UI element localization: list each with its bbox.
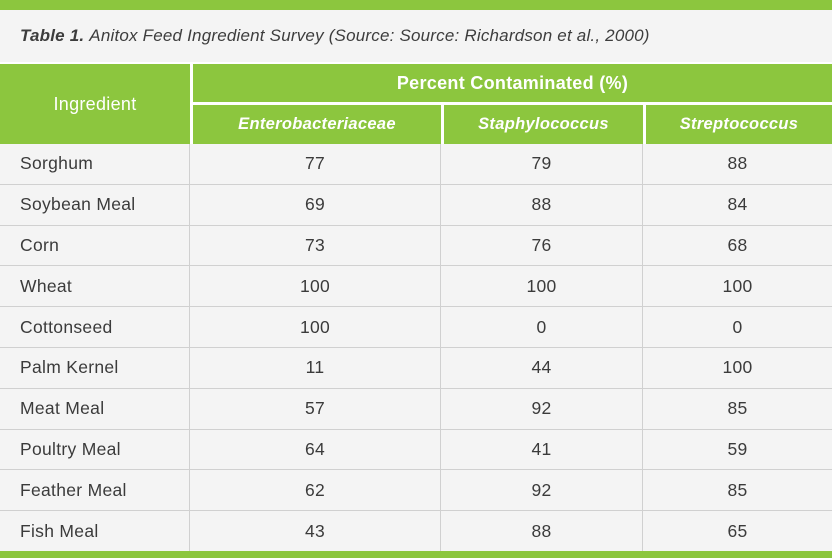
value-cell-streptococcus: 0	[732, 316, 743, 337]
ingredient-cell: Fish Meal	[0, 511, 190, 551]
ingredient-cell: Cottonseed	[0, 307, 190, 347]
ingredient-cell: Palm Kernel	[0, 347, 190, 388]
top-accent-bar	[0, 0, 832, 10]
value-cell-staphylococcus: 76	[441, 225, 643, 266]
value-cell-streptococcus: 85	[727, 479, 748, 500]
value-cell-staphylococcus: 79	[441, 144, 643, 184]
table-row: Sorghum 77 79 88	[0, 144, 832, 185]
value-cell-enterobacteriaceae: 57	[190, 388, 441, 429]
value-cell-staphylococcus: 100	[441, 266, 643, 307]
table-row: Soybean Meal 69 88 84	[0, 184, 832, 226]
value-cell-streptococcus: 84	[727, 194, 748, 215]
value-cell-staphylococcus: 88	[441, 184, 643, 225]
value-cell-streptococcus: 65	[727, 520, 748, 541]
table-row: Cottonseed 100 0 0	[0, 307, 832, 348]
ingredient-cell: Poultry Meal	[0, 429, 190, 470]
table-title: Table 1. Anitox Feed Ingredient Survey (S…	[20, 26, 650, 46]
ingredient-cell: Meat Meal	[0, 388, 190, 429]
value-cell-staphylococcus: 88	[441, 511, 643, 551]
column-header-ingredient: Ingredient	[0, 64, 190, 144]
table-body: Sorghum 77 79 88 Soybean Meal 69 88 84 Corn 73 76 6…	[0, 144, 832, 551]
ingredient-cell: Soybean Meal	[0, 184, 190, 225]
value-cell-enterobacteriaceae: 69	[190, 184, 441, 225]
value-cell-streptococcus: 85	[727, 398, 748, 419]
table-header: Ingredient Percent Contaminated (%) Ente…	[0, 64, 832, 144]
table-title-text: Anitox Feed Ingredient Survey (Source: S…	[89, 26, 650, 45]
table-row: Feather Meal 62 92 85	[0, 470, 832, 512]
column-header-streptococcus: Streptococcus	[646, 105, 832, 144]
sub-header-row: Enterobacteriaceae Staphylococcus Strept…	[193, 105, 832, 144]
column-header-staphylococcus: Staphylococcus	[444, 105, 643, 144]
table-row: Poultry Meal 64 41 59	[0, 429, 832, 471]
bottom-accent-bar	[0, 551, 832, 558]
value-cell-enterobacteriaceae: 43	[190, 511, 441, 551]
value-cell-enterobacteriaceae: 73	[190, 225, 441, 266]
value-cell-enterobacteriaceae: 100	[190, 266, 441, 307]
value-cell-enterobacteriaceae: 11	[190, 347, 441, 388]
group-header-percent-contaminated: Percent Contaminated (%)	[193, 64, 832, 102]
value-cell-streptococcus: 100	[722, 275, 753, 296]
value-cell-staphylococcus: 92	[441, 470, 643, 511]
value-cell-enterobacteriaceae: 100	[190, 307, 441, 347]
value-cell-streptococcus: 59	[727, 438, 748, 459]
ingredient-cell: Feather Meal	[0, 470, 190, 511]
column-header-enterobacteriaceae: Enterobacteriaceae	[193, 105, 441, 144]
table-title-prefix: Table 1.	[20, 26, 85, 45]
value-cell-enterobacteriaceae: 62	[190, 470, 441, 511]
value-cell-staphylococcus: 0	[441, 307, 643, 347]
ingredient-cell: Corn	[0, 225, 190, 266]
ingredient-cell: Sorghum	[0, 144, 190, 184]
value-cell-staphylococcus: 92	[441, 388, 643, 429]
value-cell-enterobacteriaceae: 77	[190, 144, 441, 184]
table-row: Wheat 100 100 100	[0, 266, 832, 308]
value-cell-enterobacteriaceae: 64	[190, 429, 441, 470]
ingredient-cell: Wheat	[0, 266, 190, 307]
value-cell-streptococcus: 68	[727, 234, 748, 255]
table-row: Palm Kernel 11 44 100	[0, 347, 832, 389]
value-cell-streptococcus: 88	[727, 153, 748, 174]
table-row: Corn 73 76 68	[0, 225, 832, 267]
contamination-header-group: Percent Contaminated (%) Enterobacteriac…	[193, 64, 832, 144]
value-cell-staphylococcus: 44	[441, 347, 643, 388]
value-cell-streptococcus: 100	[722, 357, 753, 378]
table-row: Fish Meal 43 88 65	[0, 511, 832, 551]
value-cell-staphylococcus: 41	[441, 429, 643, 470]
table-row: Meat Meal 57 92 85	[0, 388, 832, 430]
table-title-area: Table 1. Anitox Feed Ingredient Survey (S…	[0, 10, 832, 64]
